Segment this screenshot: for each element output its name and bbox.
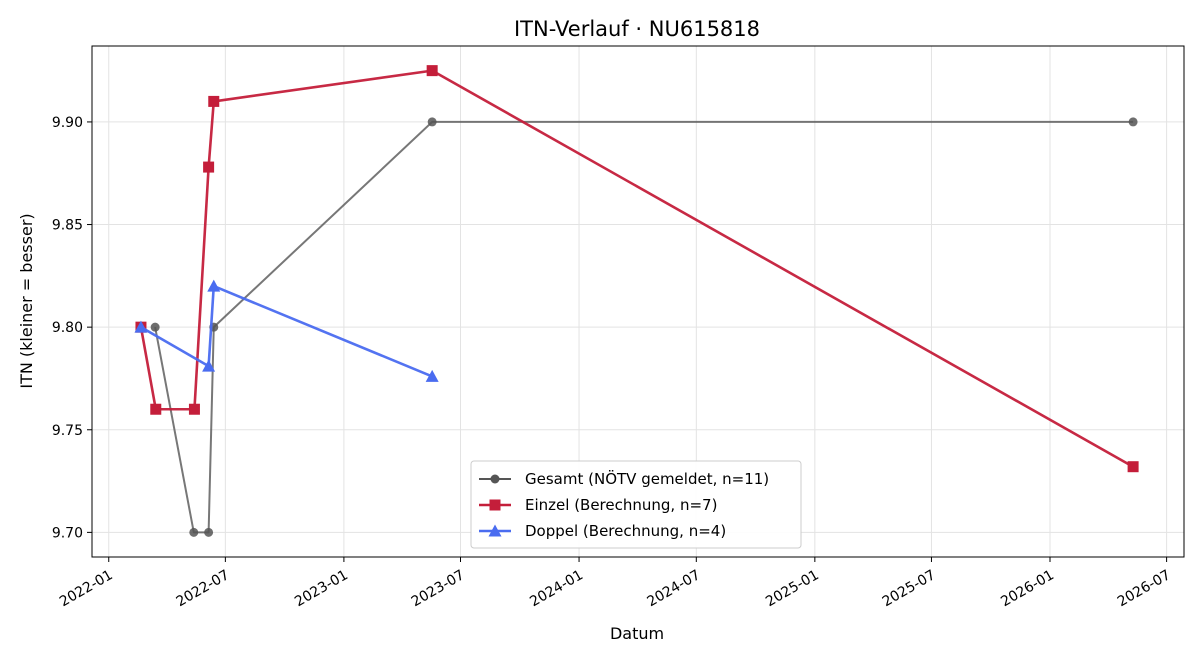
legend-label-doppel: Doppel (Berechnung, n=4) xyxy=(525,522,726,540)
data-point-einzel xyxy=(150,403,162,415)
x-tick-label: 2022-01 xyxy=(57,567,116,610)
series-doppel xyxy=(134,279,439,382)
data-point-gesamt xyxy=(1128,117,1138,127)
x-tick-label: 2025-01 xyxy=(763,567,822,610)
series-line-doppel xyxy=(140,284,433,378)
legend-label-gesamt: Gesamt (NÖTV gemeldet, n=11) xyxy=(525,469,769,488)
x-tick-label: 2025-07 xyxy=(880,567,939,610)
legend-box xyxy=(470,460,802,549)
data-point-doppel xyxy=(425,369,439,382)
y-tick-label: 9.85 xyxy=(52,218,83,234)
data-point-einzel xyxy=(203,161,215,173)
data-point-doppel xyxy=(134,320,148,333)
series-einzel xyxy=(135,65,1139,473)
y-axis: 9.70 9.75 9.80 9.85 9.90 xyxy=(52,115,92,541)
legend: Gesamt (NÖTV gemeldet, n=11) Einzel (Bere… xyxy=(470,460,802,549)
data-point-doppel xyxy=(207,279,221,292)
legend-marker-doppel xyxy=(488,524,502,537)
data-point-einzel xyxy=(188,403,200,415)
y-tick-label: 9.90 xyxy=(52,115,83,131)
data-point-doppel xyxy=(202,359,216,372)
legend-marker-gesamt xyxy=(490,474,500,484)
y-tick-label: 9.70 xyxy=(52,525,83,541)
data-point-gesamt xyxy=(204,527,214,537)
x-tick-label: 2024-07 xyxy=(645,567,704,610)
data-point-einzel xyxy=(426,65,438,77)
x-axis-label: Datum xyxy=(610,624,664,643)
plot-frame xyxy=(91,45,1185,558)
data-point-gesamt xyxy=(427,117,437,127)
grid xyxy=(92,46,1184,557)
series-line-gesamt xyxy=(154,120,1134,534)
x-tick-label: 2023-07 xyxy=(409,567,468,610)
series-line-einzel xyxy=(139,69,1134,468)
legend-label-einzel: Einzel (Berechnung, n=7) xyxy=(525,496,717,514)
x-tick-label: 2023-01 xyxy=(292,567,351,610)
series-gesamt xyxy=(150,117,1138,537)
data-point-einzel xyxy=(1127,461,1139,473)
x-axis: 2022-01 2022-07 2023-01 2023-07 2024-01 2024-… xyxy=(57,557,1174,610)
data-point-gesamt xyxy=(150,322,160,332)
y-tick-label: 9.80 xyxy=(52,320,83,336)
x-tick-label: 2022-07 xyxy=(174,567,233,610)
chart-title: ITN-Verlauf · NU615818 xyxy=(514,17,760,41)
y-tick-label: 9.75 xyxy=(52,423,83,439)
x-tick-label: 2026-01 xyxy=(998,567,1057,610)
x-tick-label: 2024-01 xyxy=(527,567,586,610)
data-point-gesamt xyxy=(189,527,199,537)
y-axis-label: ITN (kleiner = besser) xyxy=(17,213,36,388)
legend-marker-einzel xyxy=(489,499,501,511)
x-tick-label: 2026-07 xyxy=(1115,567,1174,610)
data-point-einzel xyxy=(208,95,220,107)
series-layer xyxy=(134,65,1139,537)
